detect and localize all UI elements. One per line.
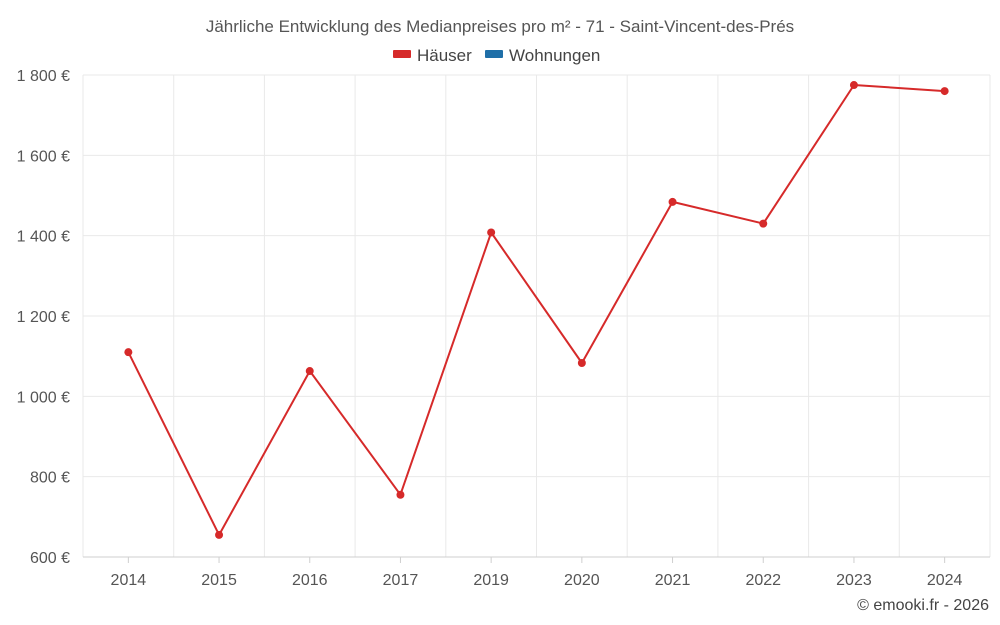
data-point[interactable] (849, 81, 858, 90)
series-line-haeuser (127, 84, 945, 536)
legend-label-wohnungen: Wohnungen (509, 46, 600, 65)
legend-swatch-haeuser (393, 50, 411, 58)
y-tick-label: 1 200 € (17, 309, 70, 326)
x-tick-label: 2017 (383, 572, 419, 589)
data-point[interactable] (215, 530, 224, 539)
data-point[interactable] (124, 348, 133, 357)
legend-label-haeuser: Häuser (417, 46, 472, 65)
legend: Häuser Wohnungen (393, 46, 600, 65)
data-point[interactable] (396, 490, 405, 499)
data-point[interactable] (577, 358, 586, 367)
y-tick-label: 1 000 € (17, 389, 70, 406)
data-point[interactable] (305, 367, 314, 376)
y-tick-label: 1 600 € (17, 148, 70, 165)
x-tick-label: 2023 (836, 572, 872, 589)
grid (82, 74, 991, 558)
data-point[interactable] (940, 87, 949, 96)
data-point[interactable] (487, 228, 496, 237)
series-haeuser (124, 81, 949, 539)
y-tick-label: 1 800 € (17, 68, 70, 85)
x-tick-label: 2024 (927, 572, 963, 589)
legend-swatch-wohnungen (485, 50, 503, 58)
data-point[interactable] (759, 219, 768, 228)
x-tick-label: 2016 (292, 572, 328, 589)
y-tick-label: 800 € (30, 470, 70, 487)
legend-item-wohnungen[interactable]: Wohnungen (485, 46, 600, 65)
legend-item-haeuser[interactable]: Häuser (393, 46, 472, 65)
y-tick-label: 1 400 € (17, 229, 70, 246)
y-axis: 600 € 800 € 1 000 € 1 200 € 1 400 € 1 600 € 1 … (17, 68, 70, 567)
chart-title: Jährliche Entwicklung des Medianpreises … (206, 17, 794, 36)
data-point[interactable] (668, 197, 677, 206)
x-tick-label: 2020 (564, 572, 600, 589)
y-tick-label: 600 € (30, 550, 70, 567)
x-tick-label: 2019 (473, 572, 509, 589)
x-axis: 2014 2015 2016 2017 2019 2020 2021 2022 2023 2024 (83, 556, 990, 589)
x-tick-label: 2015 (201, 572, 237, 589)
credit: © emooki.fr - 2026 (857, 597, 989, 614)
x-tick-label: 2014 (111, 572, 147, 589)
x-tick-label: 2022 (745, 572, 781, 589)
x-tick-label: 2021 (655, 572, 691, 589)
